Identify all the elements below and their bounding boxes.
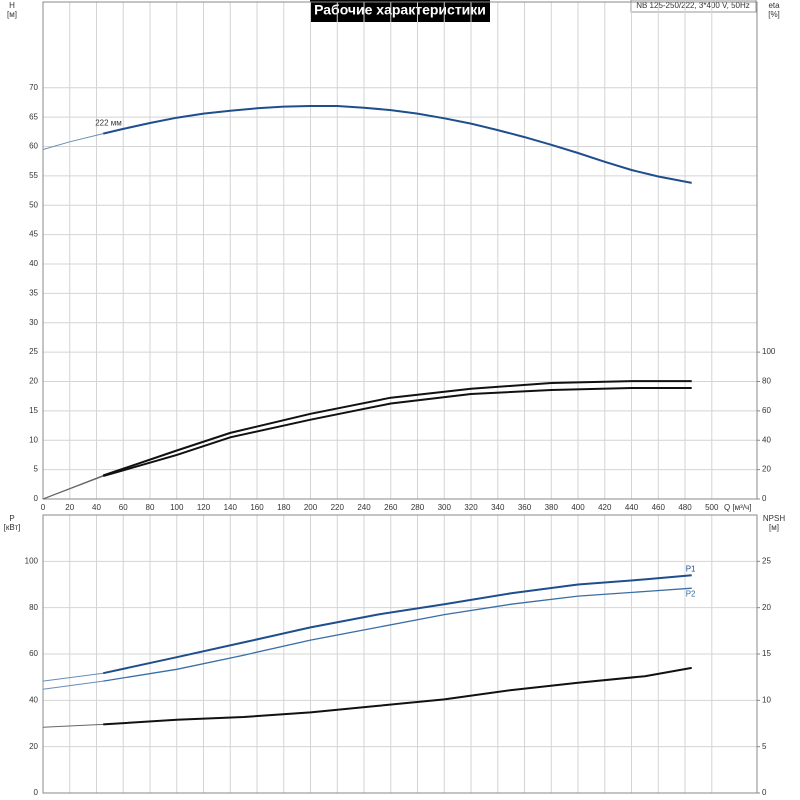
y-tick-label: 80 xyxy=(29,603,38,612)
x-tick-label: 120 xyxy=(197,503,211,512)
y-tick-label: 0 xyxy=(34,788,39,797)
y-tick-label: 25 xyxy=(29,347,38,356)
x-tick-label: 220 xyxy=(331,503,345,512)
x-tick-label: 80 xyxy=(146,503,155,512)
y-tick-label: 20 xyxy=(29,377,38,386)
y-tick-label: 60 xyxy=(29,142,38,151)
y2-tick-label: 25 xyxy=(762,556,771,565)
y2-axis-label: NPSH xyxy=(763,514,785,523)
curve xyxy=(42,723,104,728)
y-tick-label: 65 xyxy=(29,112,38,121)
curve-label: P1 xyxy=(686,564,696,573)
y-tick-label: 30 xyxy=(29,318,38,327)
chart-title: Рабочие характеристики xyxy=(314,2,486,18)
x-tick-label: 160 xyxy=(250,503,264,512)
curve xyxy=(42,133,104,150)
curve xyxy=(102,574,692,675)
y2-tick-label: 0 xyxy=(762,494,767,503)
y-tick-label: 35 xyxy=(29,288,38,297)
y-tick-label: 100 xyxy=(25,556,39,565)
x-tick-label: 40 xyxy=(92,503,101,512)
x-tick-label: 320 xyxy=(464,503,478,512)
y-axis-label: H xyxy=(9,1,15,10)
y2-tick-label: 100 xyxy=(762,347,776,356)
y2-tick-label: 15 xyxy=(762,649,771,658)
x-tick-label: 20 xyxy=(65,503,74,512)
y-tick-label: 0 xyxy=(34,494,39,503)
y-axis-label: P xyxy=(9,514,14,523)
y2-axis-label: [%] xyxy=(768,10,780,19)
curve-label: 222 мм xyxy=(95,119,122,128)
y-tick-label: 10 xyxy=(29,435,38,444)
curve xyxy=(103,587,692,682)
x-tick-label: 60 xyxy=(119,503,128,512)
title-box xyxy=(310,0,490,22)
curve xyxy=(103,666,692,726)
x-tick-label: 480 xyxy=(678,503,692,512)
x-tick-label: 460 xyxy=(652,503,666,512)
plot-frame xyxy=(42,514,758,794)
x-tick-label: 500 xyxy=(705,503,719,512)
y-tick-label: 45 xyxy=(29,230,38,239)
y2-tick-label: 10 xyxy=(762,695,771,704)
y2-tick-label: 5 xyxy=(762,742,767,751)
curve xyxy=(102,380,692,477)
y-tick-label: 50 xyxy=(29,200,38,209)
x-tick-label: 300 xyxy=(438,503,452,512)
x-tick-label: 260 xyxy=(384,503,398,512)
x-tick-label: 240 xyxy=(357,503,371,512)
y2-tick-label: 0 xyxy=(762,788,767,797)
y-axis-label: [м] xyxy=(7,10,17,19)
x-tick-label: 140 xyxy=(224,503,238,512)
y2-tick-label: 60 xyxy=(762,406,771,415)
info-text: NB 125-250/222, 3*400 V, 50Hz xyxy=(636,1,750,10)
plot-frame xyxy=(42,1,758,500)
y2-tick-label: 80 xyxy=(762,377,771,386)
y2-axis-label: [м] xyxy=(769,523,779,532)
x-tick-label: 180 xyxy=(277,503,291,512)
x-tick-label: 360 xyxy=(518,503,532,512)
x-tick-label: 100 xyxy=(170,503,184,512)
curve xyxy=(42,680,104,690)
x-tick-label: 420 xyxy=(598,503,612,512)
y-tick-label: 40 xyxy=(29,695,38,704)
curve-label: P2 xyxy=(686,589,696,598)
y-tick-label: 15 xyxy=(29,406,38,415)
x-tick-label: 400 xyxy=(571,503,585,512)
x-tick-label: 380 xyxy=(545,503,559,512)
y-tick-label: 70 xyxy=(29,83,38,92)
x-axis-label: Q [м³/ч] xyxy=(724,503,751,512)
x-tick-label: 340 xyxy=(491,503,505,512)
y2-tick-label: 20 xyxy=(762,465,771,474)
x-tick-label: 200 xyxy=(304,503,318,512)
y2-tick-label: 20 xyxy=(762,603,771,612)
x-tick-label: 0 xyxy=(41,503,46,512)
curve xyxy=(42,672,104,682)
y2-axis-label: eta xyxy=(768,1,780,10)
y-tick-label: 20 xyxy=(29,742,38,751)
y2-tick-label: 40 xyxy=(762,435,771,444)
curve xyxy=(42,475,104,500)
curve xyxy=(102,105,692,184)
y-tick-label: 5 xyxy=(34,465,39,474)
info-box xyxy=(630,0,757,13)
y-tick-label: 55 xyxy=(29,171,38,180)
y-axis-label: [кВт] xyxy=(4,523,21,532)
curve xyxy=(102,387,692,478)
x-tick-label: 440 xyxy=(625,503,639,512)
x-tick-label: 280 xyxy=(411,503,425,512)
y-tick-label: 60 xyxy=(29,649,38,658)
y-tick-label: 40 xyxy=(29,259,38,268)
